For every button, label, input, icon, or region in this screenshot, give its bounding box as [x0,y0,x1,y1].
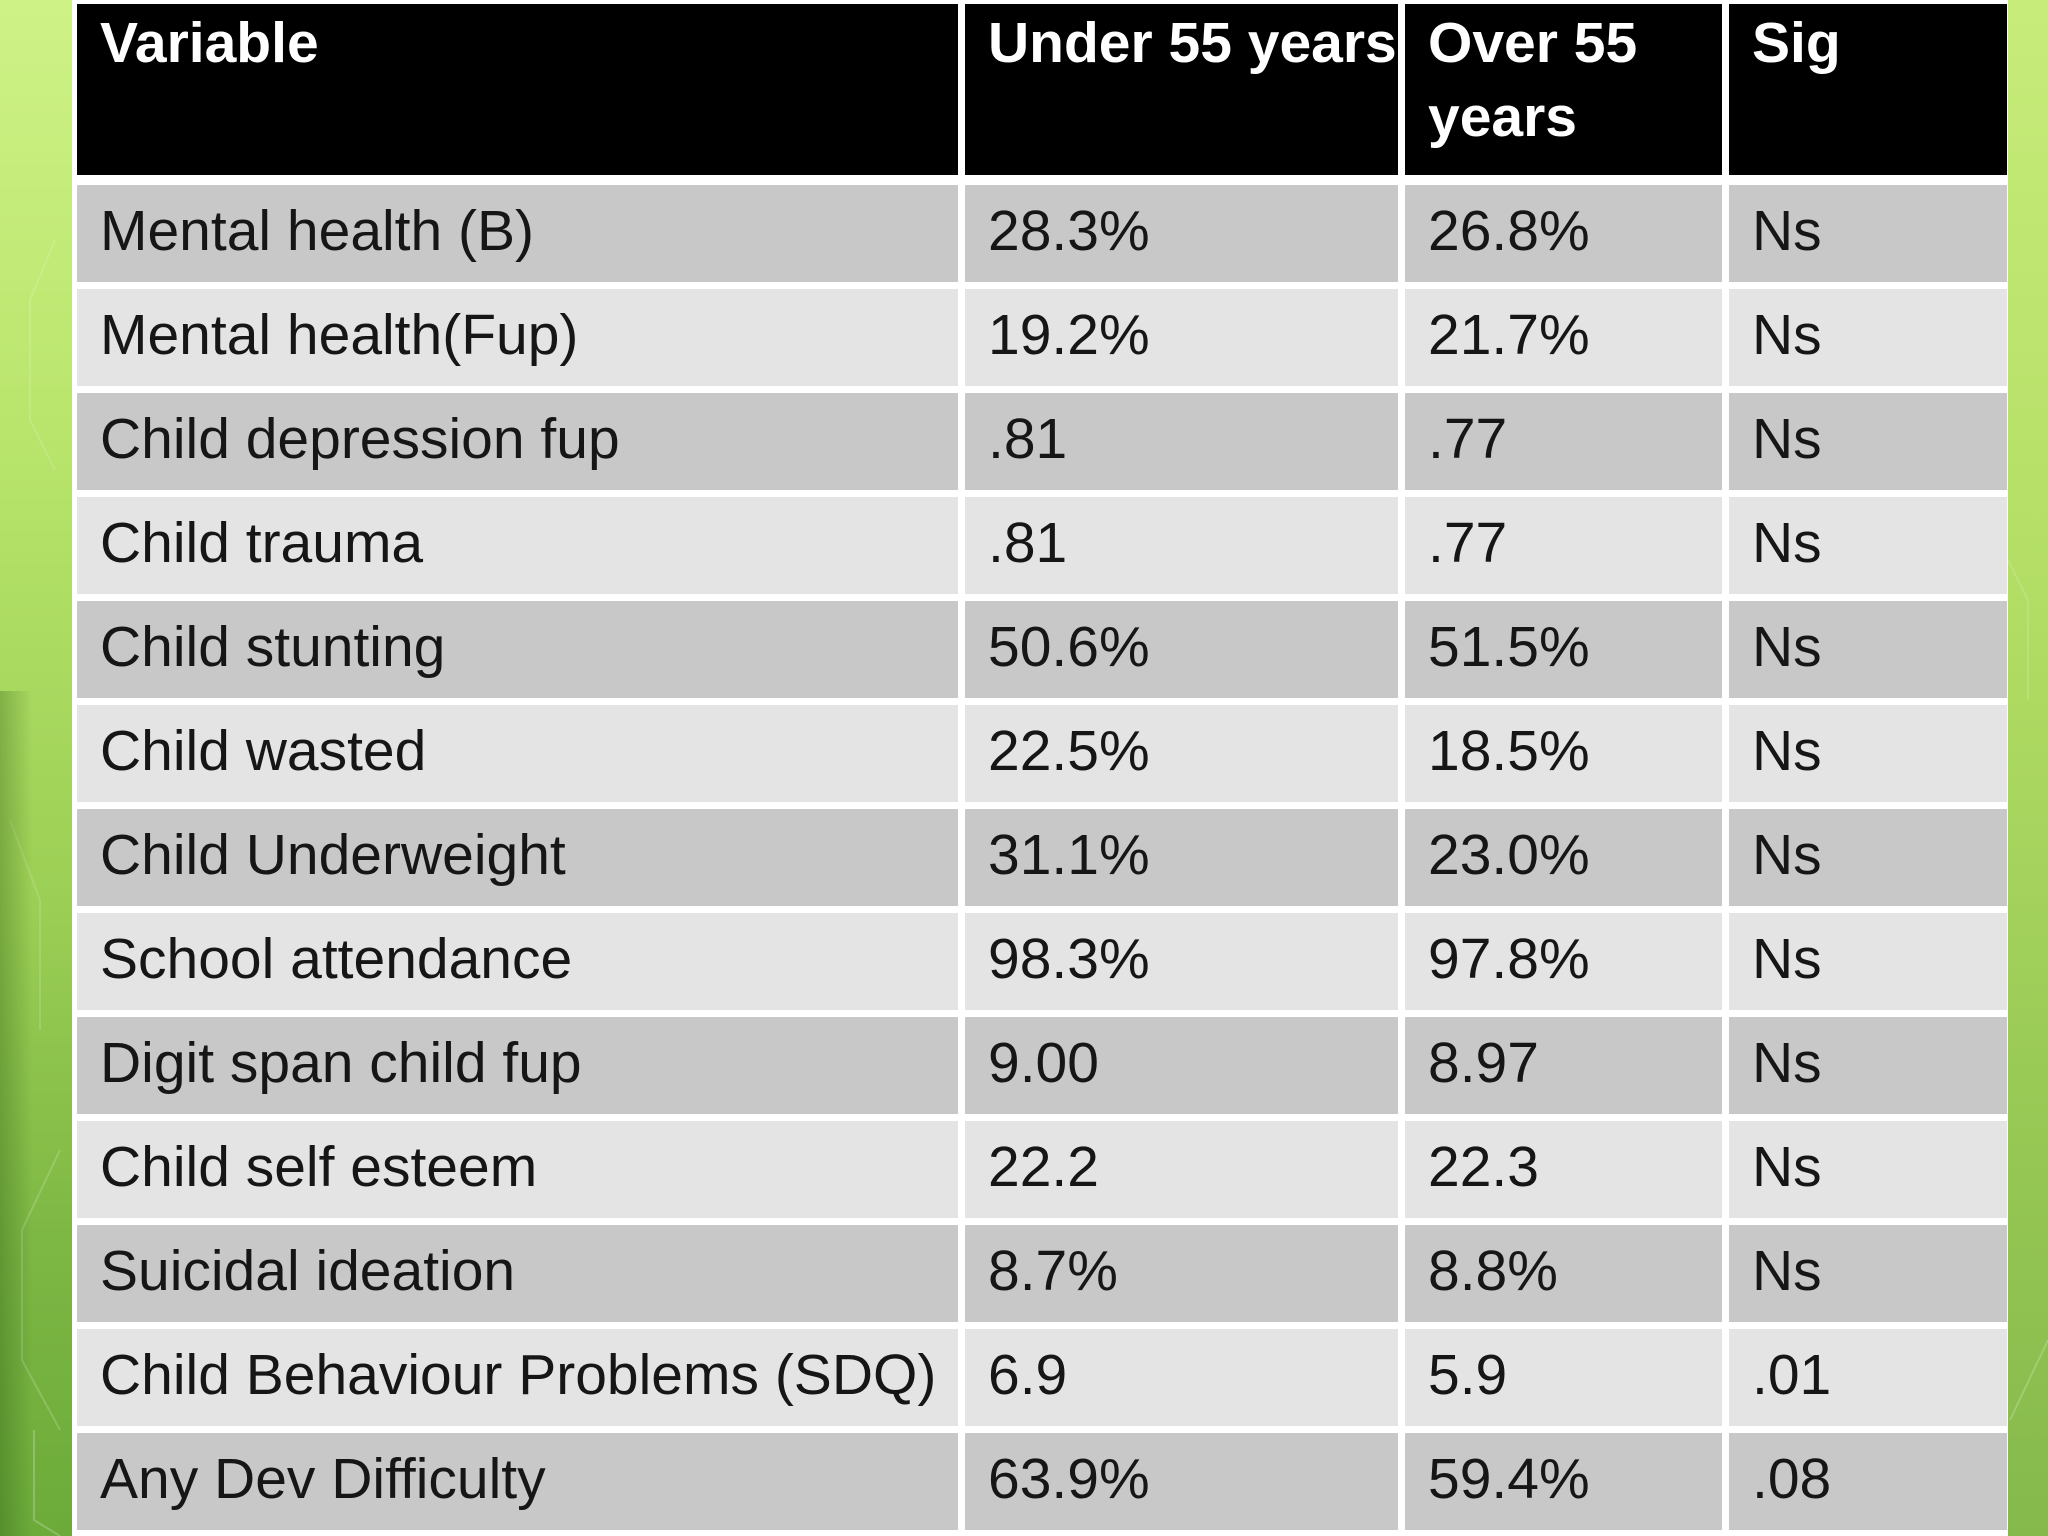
cell-sig: Ns [1729,1225,2007,1322]
table-header-row: Variable Under 55 years Over 55 years Si… [77,4,2007,175]
cell-under55: .81 [965,497,1398,594]
cell-sig: .01 [1729,1329,2007,1426]
cell-over55: 8.8% [1405,1225,1722,1322]
cell-sig: Ns [1729,497,2007,594]
header-cell-variable: Variable [77,4,958,175]
table-row: Child Behaviour Problems (SDQ) 6.9 5.9 .… [77,1329,2007,1426]
cell-under55: 63.9% [965,1433,1398,1530]
table-row: Child stunting 50.6% 51.5% Ns [77,601,2007,698]
cell-under55: 31.1% [965,809,1398,906]
cell-over55: .77 [1405,393,1722,490]
cell-under55: 28.3% [965,185,1398,282]
table-row: Any Dev Difficulty 63.9% 59.4% .08 [77,1433,2007,1530]
cell-under55: 98.3% [965,913,1398,1010]
cell-over55: 22.3 [1405,1121,1722,1218]
cell-over55: 26.8% [1405,185,1722,282]
cell-over55: 97.8% [1405,913,1722,1010]
table-row: Digit span child fup 9.00 8.97 Ns [77,1017,2007,1114]
table-row: Mental health (B) 28.3% 26.8% Ns [77,185,2007,282]
cell-under55: 50.6% [965,601,1398,698]
cell-sig: Ns [1729,705,2007,802]
cell-sig: Ns [1729,913,2007,1010]
cell-variable: Any Dev Difficulty [77,1433,958,1530]
cell-sig: .08 [1729,1433,2007,1530]
table-row: Suicidal ideation 8.7% 8.8% Ns [77,1225,2007,1322]
facet-pattern-right [2008,559,2048,1421]
cell-variable: Child trauma [77,497,958,594]
facet-pattern-left [9,38,72,1536]
cell-under55: 22.2 [965,1121,1398,1218]
cell-over55: 59.4% [1405,1433,1722,1530]
cell-variable: Child self esteem [77,1121,958,1218]
cell-variable: Child Behaviour Problems (SDQ) [77,1329,958,1426]
table-row: Child trauma .81 .77 Ns [77,497,2007,594]
cell-sig: Ns [1729,809,2007,906]
cell-over55: .77 [1405,497,1722,594]
table-row: Child wasted 22.5% 18.5% Ns [77,705,2007,802]
cell-variable: Digit span child fup [77,1017,958,1114]
table-row: School attendance 98.3% 97.8% Ns [77,913,2007,1010]
cell-over55: 51.5% [1405,601,1722,698]
cell-variable: Child Underweight [77,809,958,906]
cell-under55: 22.5% [965,705,1398,802]
cell-variable: Suicidal ideation [77,1225,958,1322]
cell-over55: 8.97 [1405,1017,1722,1114]
cell-variable: Mental health(Fup) [77,289,958,386]
cell-sig: Ns [1729,289,2007,386]
cell-variable: School attendance [77,913,958,1010]
cell-under55: .81 [965,393,1398,490]
header-cell-over55: Over 55 years [1405,4,1722,175]
table-row: Mental health(Fup) 19.2% 21.7% Ns [77,289,2007,386]
cell-variable: Child stunting [77,601,958,698]
cell-over55: 21.7% [1405,289,1722,386]
cell-under55: 6.9 [965,1329,1398,1426]
cell-over55: 23.0% [1405,809,1722,906]
table-row: Child self esteem 22.2 22.3 Ns [77,1121,2007,1218]
right-accent-bar [2008,0,2048,1536]
header-cell-sig: Sig [1729,4,2007,175]
cell-under55: 19.2% [965,289,1398,386]
cell-variable: Child depression fup [77,393,958,490]
cell-sig: Ns [1729,1017,2007,1114]
cell-variable: Child wasted [77,705,958,802]
cell-over55: 5.9 [1405,1329,1722,1426]
cell-under55: 8.7% [965,1225,1398,1322]
table-row: Child depression fup .81 .77 Ns [77,393,2007,490]
cell-sig: Ns [1729,393,2007,490]
cell-variable: Mental health (B) [77,185,958,282]
cell-sig: Ns [1729,1121,2007,1218]
left-accent-bar [0,0,72,1536]
cell-sig: Ns [1729,601,2007,698]
cell-under55: 9.00 [965,1017,1398,1114]
header-cell-under55: Under 55 years [965,4,1398,175]
table-row: Child Underweight 31.1% 23.0% Ns [77,809,2007,906]
data-table: Variable Under 55 years Over 55 years Si… [77,4,2007,1536]
cell-over55: 18.5% [1405,705,1722,802]
cell-sig: Ns [1729,185,2007,282]
